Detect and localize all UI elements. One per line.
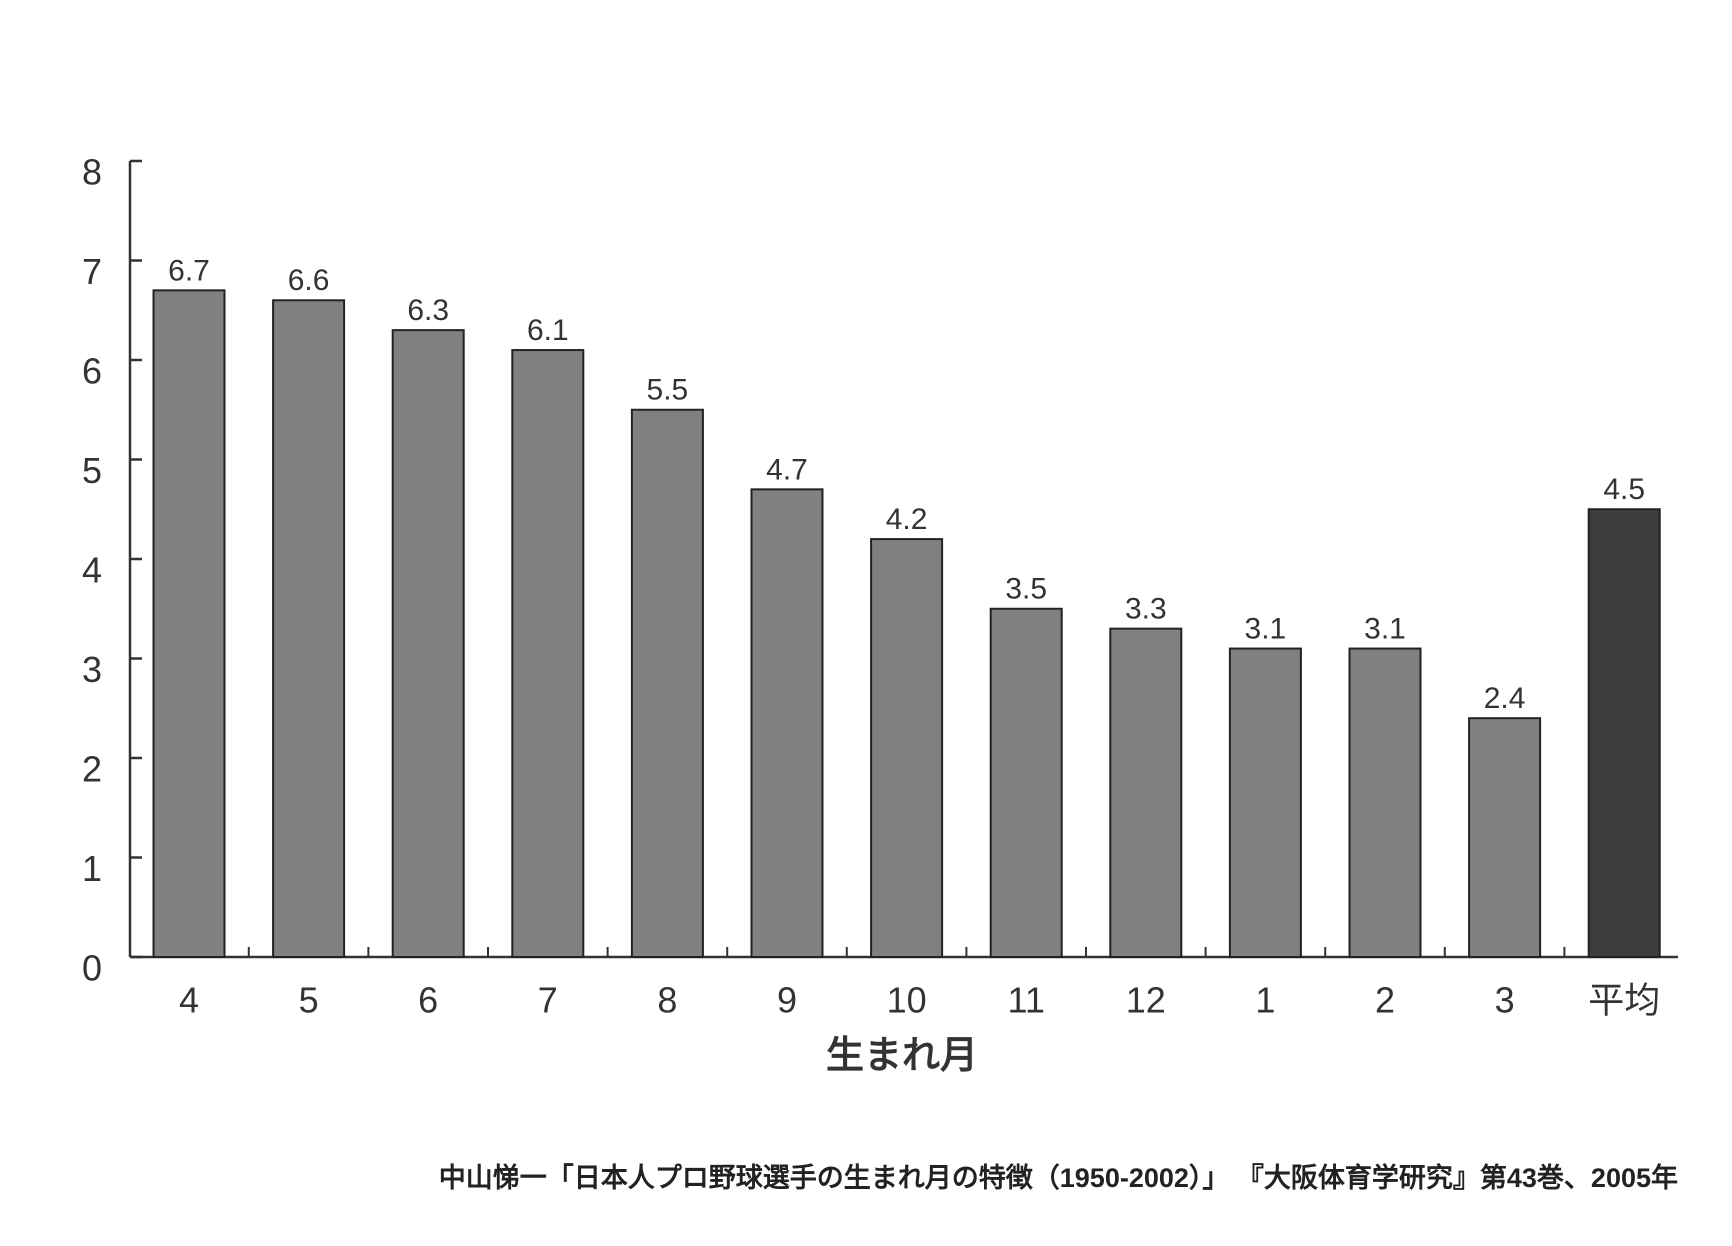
- source: 中山悌一「日本人プロ野球選手の生まれ月の特徴（1950-2002）」 『大阪体育…: [439, 1162, 1678, 1193]
- value-label: 3.1: [1364, 612, 1406, 645]
- value-label: 3.5: [1005, 573, 1047, 606]
- y-tick-label: 5: [82, 450, 102, 491]
- bar: [511, 349, 585, 958]
- x-tick-label: 2: [1375, 980, 1395, 1021]
- x-tick-label: 6: [418, 980, 438, 1021]
- value-label: 5.5: [647, 374, 689, 407]
- x-axis-label: 生まれ月: [826, 1035, 978, 1077]
- bar: [391, 329, 465, 958]
- y-tick-label: 3: [82, 649, 102, 690]
- value-label: 3.3: [1125, 593, 1167, 626]
- x-tick-label: 9: [777, 980, 797, 1021]
- bar: [630, 408, 704, 958]
- x-tick-label: 12: [1126, 980, 1166, 1021]
- bar: [870, 538, 944, 958]
- value-label: 3.1: [1245, 612, 1287, 645]
- bar: [1468, 717, 1542, 959]
- value-label: 6.6: [288, 264, 330, 297]
- x-tick-label: 平均: [1588, 980, 1660, 1021]
- x-tick-label: 8: [657, 980, 677, 1021]
- bar: [1228, 647, 1302, 958]
- bar: [272, 299, 346, 958]
- y-tick-label: 7: [82, 251, 102, 292]
- value-label: 6.3: [407, 294, 449, 327]
- y-tick-label: 8: [82, 152, 102, 193]
- y-tick-label: 6: [82, 351, 102, 392]
- bar: [152, 289, 226, 959]
- value-label: 2.4: [1484, 682, 1526, 715]
- x-tick-label: 11: [1008, 980, 1045, 1021]
- y-tick-label: 4: [82, 550, 102, 591]
- bar: [750, 488, 824, 958]
- y-tick-label: 0: [82, 948, 102, 989]
- value-label: 6.7: [168, 254, 210, 287]
- bar: [1587, 508, 1661, 958]
- x-tick-label: 3: [1495, 980, 1515, 1021]
- x-tick-label: 4: [179, 980, 199, 1021]
- value-label: 4.2: [886, 503, 928, 536]
- value-label: 6.1: [527, 314, 569, 347]
- value-label: 4.7: [766, 453, 808, 486]
- y-tick-label: 2: [82, 749, 102, 790]
- x-tick-label: 1: [1255, 980, 1275, 1021]
- x-tick-label: 10: [887, 980, 927, 1021]
- bar: [989, 607, 1063, 958]
- x-tick-label: 7: [538, 980, 558, 1021]
- bar: [1109, 627, 1183, 959]
- bar: [1348, 647, 1422, 958]
- y-tick-label: 1: [82, 848, 102, 889]
- x-tick-label: 5: [299, 980, 319, 1021]
- value-label: 4.5: [1603, 473, 1645, 506]
